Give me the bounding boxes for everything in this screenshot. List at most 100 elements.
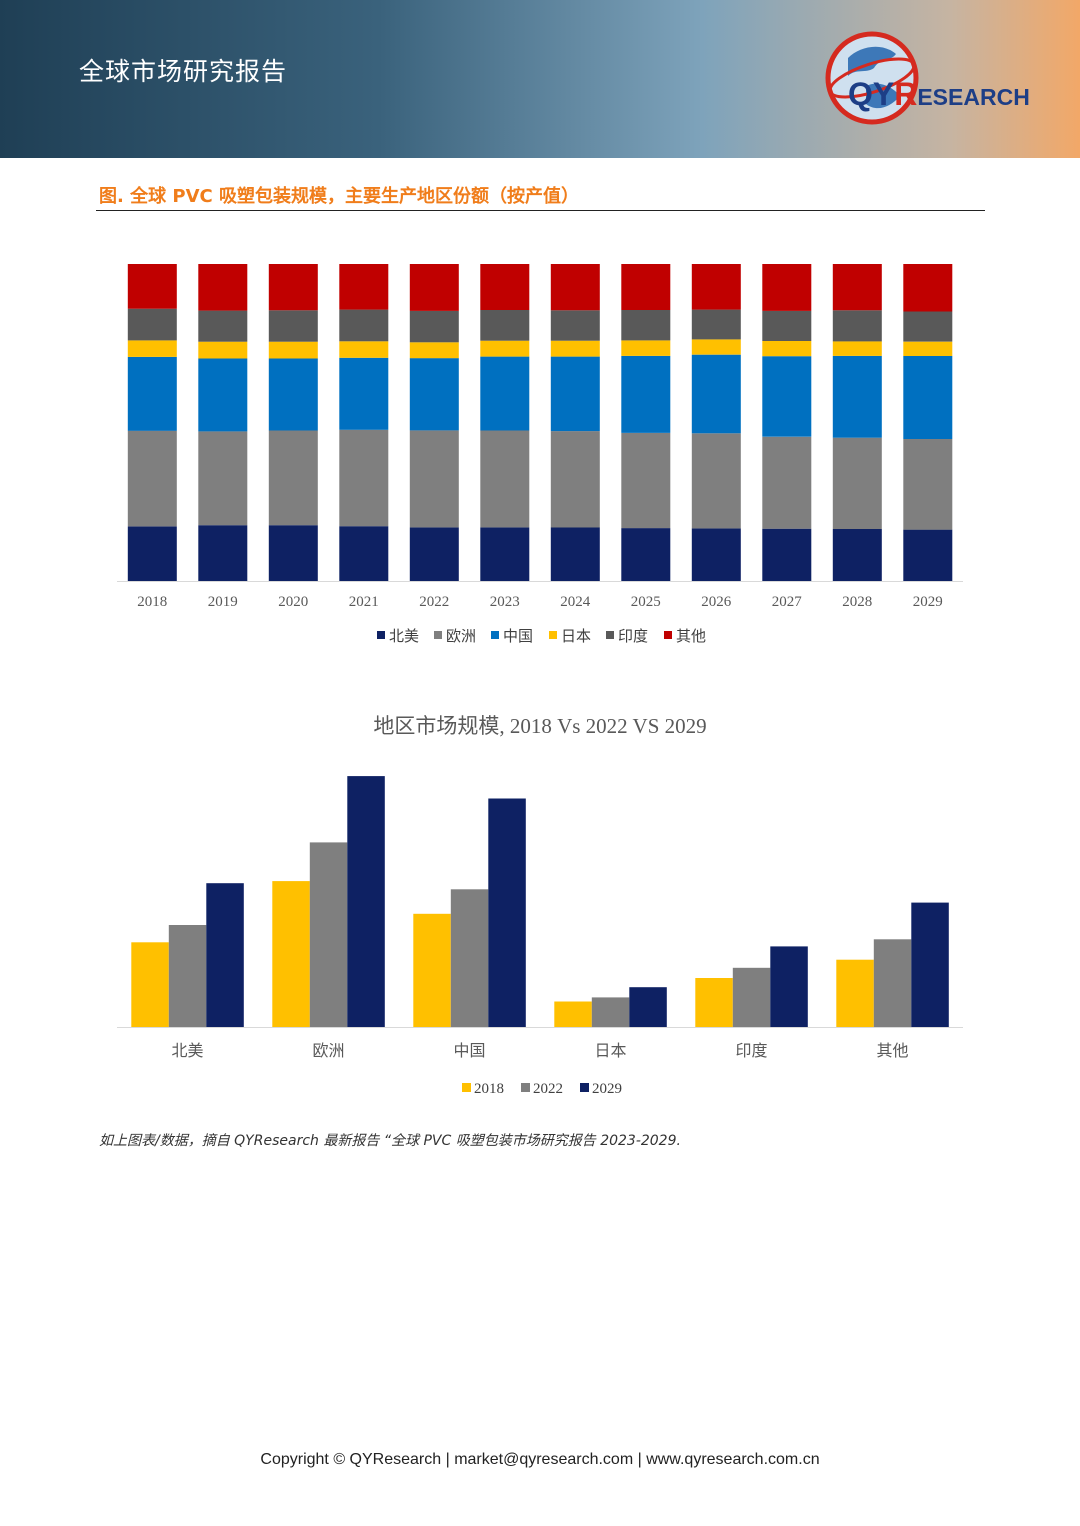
stacked-bar-2020-其他 <box>268 264 318 311</box>
stacked-bar-2021-印度 <box>339 309 389 342</box>
stacked-bar-2027-印度 <box>762 310 812 341</box>
stacked-bar-2026-其他 <box>691 264 741 310</box>
stacked-bar-2020-印度 <box>268 310 318 342</box>
stacked-bar-2020-北美 <box>268 525 318 581</box>
x-tick-label-2021: 2021 <box>349 594 379 610</box>
bar-其他-2018 <box>836 959 874 1027</box>
stacked-bar-2021-北美 <box>339 526 389 581</box>
stacked-bar-2027-欧洲 <box>762 436 812 529</box>
stacked-bar-2023-北美 <box>480 527 530 581</box>
stacked-bar-2025-印度 <box>621 310 671 341</box>
stacked-bar-2023-其他 <box>480 264 530 310</box>
stacked-bar-2019-欧洲 <box>198 431 248 526</box>
stacked-bar-2023-中国 <box>480 356 530 431</box>
stacked-bar-2025-日本 <box>621 340 671 356</box>
report-title: 全球市场研究报告 <box>79 57 288 86</box>
legend-label-2029: 2029 <box>592 1081 622 1097</box>
legend-label-2018: 2018 <box>474 1081 504 1097</box>
stacked-bar-2024-日本 <box>550 340 600 357</box>
stacked-bar-2022-欧洲 <box>409 430 459 528</box>
stacked-bar-2022-日本 <box>409 342 459 359</box>
stacked-bar-2029-中国 <box>903 355 953 439</box>
stacked-bar-2023-欧洲 <box>480 430 530 528</box>
bar-中国-2022 <box>450 889 489 1027</box>
brand-rest: ESEARCH <box>917 84 1030 110</box>
bar-欧洲-2029 <box>347 776 385 1027</box>
legend-swatch-北美 <box>377 631 385 639</box>
legend-swatch-印度 <box>606 631 614 639</box>
stacked-bar-2028-印度 <box>832 310 882 342</box>
x-tick-label-2028: 2028 <box>842 594 872 610</box>
x-tick-label-2027: 2027 <box>772 594 803 610</box>
category-label-日本: 日本 <box>594 1041 626 1060</box>
stacked-bar-2024-其他 <box>550 264 600 311</box>
stacked-bar-2029-日本 <box>903 341 953 356</box>
stacked-bar-2018-其他 <box>127 264 177 309</box>
chart-title: 地区市场规模, 2018 Vs 2022 VS 2029 <box>373 714 706 738</box>
category-label-其他: 其他 <box>876 1041 908 1060</box>
legend-label-北美: 北美 <box>389 627 419 645</box>
bar-中国-2018 <box>413 913 451 1027</box>
stacked-bar-2027-其他 <box>762 264 812 311</box>
stacked-bar-2019-中国 <box>198 358 248 432</box>
figure-divider <box>96 210 985 211</box>
category-label-北美: 北美 <box>171 1041 203 1060</box>
stacked-bar-2023-印度 <box>480 310 530 341</box>
stacked-bar-2018-印度 <box>127 308 177 341</box>
stacked-bar-2029-欧洲 <box>903 439 953 530</box>
x-tick-label-2024: 2024 <box>560 594 591 610</box>
stacked-bar-2019-印度 <box>198 310 248 342</box>
stacked-bar-2026-印度 <box>691 309 741 340</box>
stacked-bar-2028-欧洲 <box>832 437 882 529</box>
stacked-bar-2023-日本 <box>480 340 530 357</box>
category-label-欧洲: 欧洲 <box>312 1041 344 1060</box>
stacked-bar-2026-日本 <box>691 339 741 355</box>
stacked-bar-2029-其他 <box>903 264 953 312</box>
category-label-中国: 中国 <box>453 1041 485 1060</box>
stacked-bar-2022-其他 <box>409 264 459 311</box>
legend-label-其他: 其他 <box>676 627 706 645</box>
x-tick-label-2022: 2022 <box>419 594 449 610</box>
stacked-bar-2029-北美 <box>903 529 953 581</box>
stacked-bar-2024-中国 <box>550 356 600 432</box>
stacked-bar-2022-中国 <box>409 358 459 431</box>
x-tick-label-2029: 2029 <box>913 594 943 610</box>
legend-label-日本: 日本 <box>561 627 591 645</box>
bar-印度-2029 <box>770 946 808 1027</box>
stacked-bar-2020-日本 <box>268 341 318 359</box>
stacked-bar-2028-其他 <box>832 264 882 311</box>
bar-北美-2022 <box>168 925 207 1027</box>
stacked-bar-2028-北美 <box>832 529 882 581</box>
stacked-bar-2018-北美 <box>127 526 177 581</box>
bar-其他-2029 <box>911 902 949 1027</box>
brand-wordmark: QYRESEARCH <box>848 76 1030 113</box>
brand-r: R <box>894 76 918 112</box>
stacked-bar-2029-印度 <box>903 311 953 342</box>
stacked-bar-2025-中国 <box>621 355 671 433</box>
stacked-bar-2028-日本 <box>832 341 882 356</box>
category-label-印度: 印度 <box>735 1041 767 1060</box>
legend-swatch-2029 <box>580 1083 589 1092</box>
legend-swatch-其他 <box>664 631 672 639</box>
globe-logo-icon <box>825 31 919 125</box>
legend-swatch-欧洲 <box>434 631 442 639</box>
stacked-bar-2027-中国 <box>762 356 812 437</box>
stacked-bar-2019-其他 <box>198 264 248 311</box>
stacked-bar-2019-日本 <box>198 341 248 359</box>
x-tick-label-2020: 2020 <box>278 594 308 610</box>
bar-欧洲-2022 <box>309 842 348 1027</box>
stacked-bar-2020-欧洲 <box>268 430 318 526</box>
x-tick-label-2018: 2018 <box>137 594 167 610</box>
stacked-bar-2025-北美 <box>621 528 671 581</box>
page-footer: Copyright © QYResearch | market@qyresear… <box>260 1451 820 1468</box>
stacked-bar-2025-其他 <box>621 264 671 310</box>
stacked-bar-2026-中国 <box>691 354 741 434</box>
stacked-bar-2021-欧洲 <box>339 429 389 527</box>
stacked-bar-2024-印度 <box>550 310 600 341</box>
stacked-bar-2027-日本 <box>762 341 812 357</box>
bar-印度-2022 <box>732 967 771 1027</box>
stacked-bar-2025-欧洲 <box>621 433 671 529</box>
brand-q: QY <box>848 76 895 112</box>
source-note: 如上图表/数据，摘自 QYResearch 最新报告 “全球 PVC 吸塑包装市… <box>99 1133 681 1149</box>
